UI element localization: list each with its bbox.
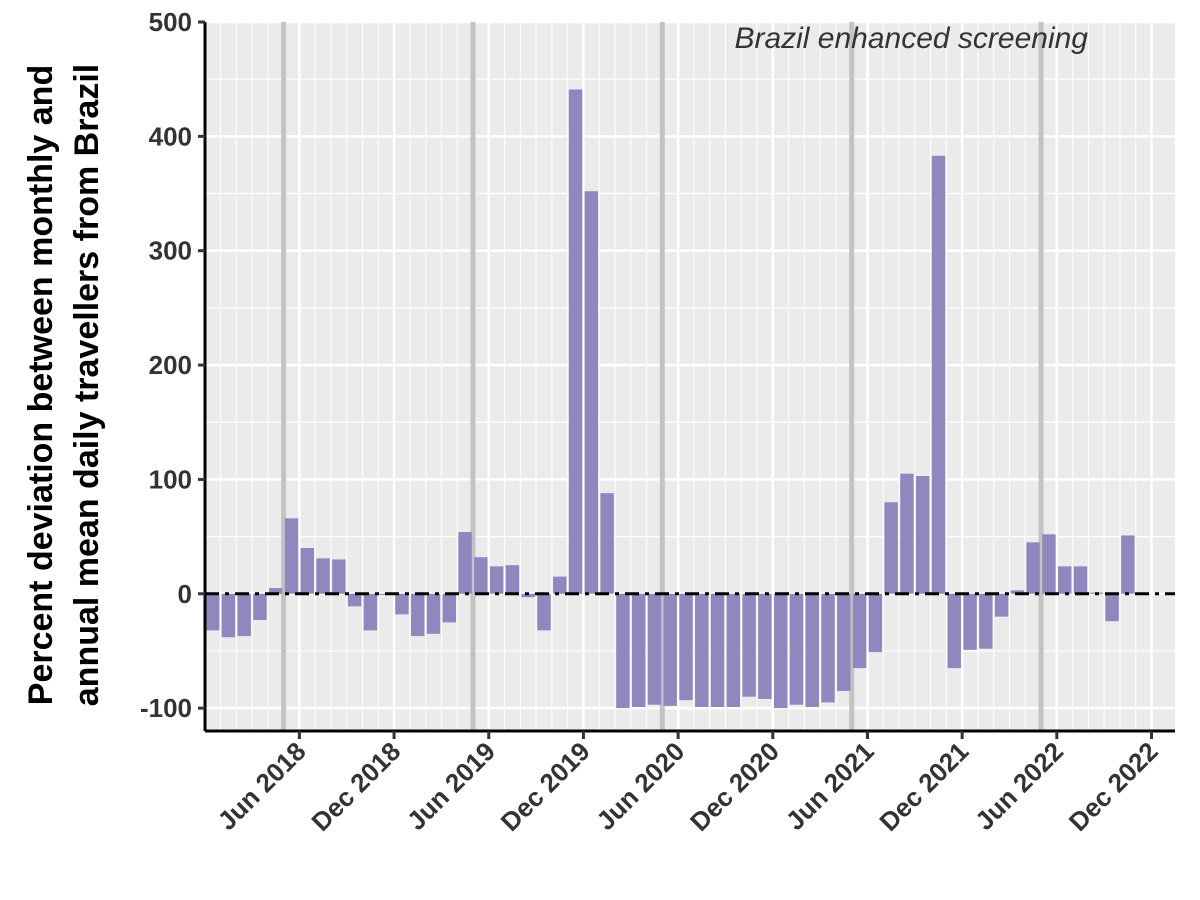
bar bbox=[426, 593, 441, 634]
x-tick-label: Jun 2022 bbox=[969, 736, 1069, 836]
bar bbox=[931, 155, 946, 594]
bar bbox=[805, 593, 819, 707]
x-tick-label: Dec 2021 bbox=[873, 736, 974, 837]
bar bbox=[411, 593, 425, 637]
bar bbox=[505, 565, 520, 594]
bar bbox=[742, 593, 756, 697]
bar bbox=[521, 593, 535, 598]
bar bbox=[553, 576, 567, 594]
x-tick-label: Dec 2020 bbox=[684, 736, 785, 837]
bar bbox=[1073, 566, 1088, 594]
bar bbox=[884, 502, 898, 594]
bar bbox=[852, 593, 867, 669]
x-tick-label: Dec 2018 bbox=[305, 736, 406, 837]
bar bbox=[347, 593, 362, 607]
y-axis-label-line-2: annual mean daily travellers from Brazil bbox=[68, 64, 106, 706]
bar bbox=[1026, 542, 1040, 594]
bar bbox=[616, 593, 630, 709]
bar bbox=[221, 593, 236, 638]
bar bbox=[442, 593, 457, 623]
bar bbox=[821, 593, 835, 703]
bars bbox=[205, 89, 1151, 709]
annotation-label: Brazil enhanced screening bbox=[734, 22, 1088, 55]
bar bbox=[300, 548, 314, 594]
bar bbox=[631, 593, 646, 707]
bar bbox=[679, 593, 693, 701]
bar bbox=[663, 593, 677, 706]
bar bbox=[1121, 535, 1135, 594]
bar bbox=[395, 593, 409, 615]
bar bbox=[900, 473, 914, 594]
bar bbox=[868, 593, 883, 653]
y-tick-label: 400 bbox=[149, 121, 192, 151]
bar bbox=[726, 593, 741, 707]
bar bbox=[332, 559, 346, 594]
x-tick-label: Jun 2021 bbox=[780, 736, 880, 836]
bar bbox=[789, 593, 804, 705]
bar bbox=[947, 593, 961, 669]
bar bbox=[600, 493, 614, 594]
x-tick-label: Jun 2019 bbox=[401, 736, 501, 836]
bar bbox=[237, 593, 251, 637]
y-axis-label-line-1: Percent deviation between monthly and bbox=[22, 65, 60, 705]
bar bbox=[1058, 566, 1072, 594]
y-tick-label: 100 bbox=[149, 464, 192, 494]
bar bbox=[489, 566, 504, 594]
bar bbox=[458, 532, 472, 594]
y-tick-label: -100 bbox=[140, 693, 192, 723]
grid-lines bbox=[205, 20, 1175, 731]
bar bbox=[284, 518, 299, 594]
bar bbox=[994, 593, 1009, 617]
bar bbox=[253, 593, 267, 621]
x-tick-label: Dec 2019 bbox=[495, 736, 596, 837]
bar bbox=[695, 593, 709, 707]
bar bbox=[269, 588, 283, 594]
x-tick-label: Dec 2022 bbox=[1063, 736, 1164, 837]
bar bbox=[1010, 590, 1025, 594]
y-tick-label: 0 bbox=[178, 579, 192, 609]
bar bbox=[979, 593, 993, 649]
bar bbox=[915, 475, 930, 594]
bar bbox=[363, 593, 378, 631]
bar bbox=[474, 557, 488, 594]
y-tick-label: 300 bbox=[149, 236, 192, 266]
bar bbox=[647, 593, 662, 705]
bar bbox=[837, 593, 851, 691]
bar bbox=[963, 593, 977, 650]
bar bbox=[758, 593, 772, 699]
x-tick-label: Jun 2020 bbox=[590, 736, 690, 836]
bar bbox=[1042, 534, 1056, 594]
y-tick-label: 500 bbox=[149, 7, 192, 37]
bar bbox=[537, 593, 551, 631]
y-axis-label: Percent deviation between monthly and an… bbox=[22, 64, 106, 706]
screening-lines bbox=[281, 22, 1044, 731]
x-tick-label: Jun 2018 bbox=[212, 736, 312, 836]
y-axis-ticks: -100 0 100 200 300 400 500 bbox=[140, 7, 205, 723]
bar bbox=[1105, 593, 1119, 622]
bar bbox=[205, 593, 220, 631]
bar bbox=[568, 89, 583, 594]
bar bbox=[584, 191, 599, 594]
axes bbox=[203, 22, 1175, 733]
bar bbox=[773, 593, 788, 709]
y-tick-label: 200 bbox=[149, 350, 192, 380]
bar bbox=[710, 593, 725, 707]
bar bbox=[316, 558, 330, 594]
